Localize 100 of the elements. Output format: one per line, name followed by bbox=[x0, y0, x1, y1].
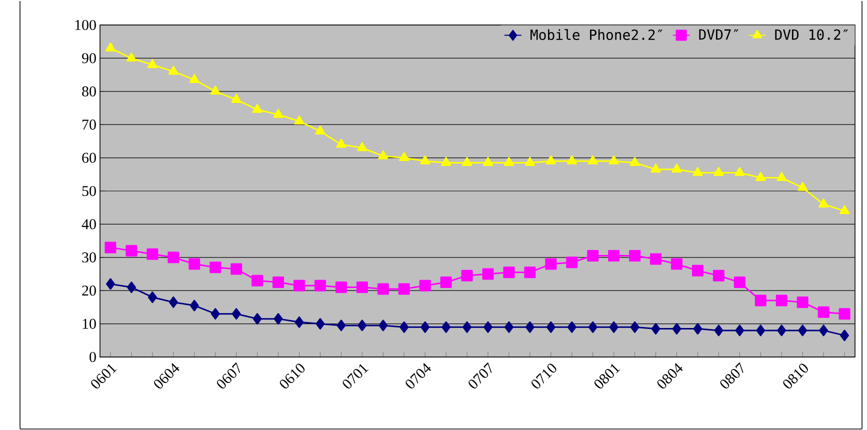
point bbox=[818, 198, 829, 208]
point bbox=[818, 306, 830, 318]
point bbox=[734, 276, 746, 288]
point bbox=[294, 116, 304, 125]
point bbox=[588, 321, 598, 333]
point bbox=[168, 252, 180, 264]
point bbox=[126, 52, 137, 62]
y-tick-label: 40 bbox=[82, 219, 96, 230]
point bbox=[168, 296, 178, 308]
point bbox=[798, 324, 808, 336]
point bbox=[608, 250, 620, 262]
point bbox=[776, 172, 787, 181]
point bbox=[754, 294, 766, 306]
point bbox=[398, 283, 410, 295]
point bbox=[126, 282, 136, 294]
point bbox=[650, 164, 661, 173]
point bbox=[798, 182, 808, 191]
point bbox=[734, 166, 745, 176]
point bbox=[546, 155, 556, 164]
point bbox=[400, 321, 409, 333]
point bbox=[672, 323, 682, 335]
point bbox=[190, 300, 199, 312]
y-tick-label: 20 bbox=[82, 286, 96, 296]
point bbox=[504, 321, 514, 333]
point bbox=[796, 296, 808, 308]
point bbox=[210, 262, 222, 274]
point bbox=[629, 250, 641, 262]
point bbox=[357, 142, 368, 152]
point bbox=[482, 268, 494, 280]
point bbox=[650, 253, 662, 265]
point bbox=[232, 308, 241, 320]
point bbox=[756, 172, 766, 181]
legend-label: DVD 10.2″ bbox=[775, 29, 848, 40]
point bbox=[630, 321, 640, 333]
point bbox=[210, 308, 220, 320]
point bbox=[420, 155, 430, 164]
point bbox=[756, 324, 766, 336]
point bbox=[545, 258, 557, 270]
point bbox=[588, 155, 598, 164]
point bbox=[315, 125, 326, 134]
point bbox=[483, 321, 492, 333]
point bbox=[252, 313, 262, 325]
point bbox=[358, 320, 367, 332]
y-tick-label: 100 bbox=[75, 20, 96, 30]
point bbox=[777, 324, 786, 336]
point bbox=[482, 157, 494, 166]
point bbox=[609, 321, 618, 333]
point bbox=[566, 155, 577, 164]
y-tick-label: 60 bbox=[82, 152, 96, 163]
point bbox=[566, 256, 578, 268]
point bbox=[442, 321, 451, 333]
y-tick-label: 70 bbox=[82, 120, 96, 130]
point bbox=[462, 321, 472, 333]
point bbox=[104, 242, 116, 254]
point bbox=[146, 248, 158, 260]
point bbox=[587, 250, 599, 262]
point bbox=[440, 276, 452, 288]
point bbox=[294, 316, 304, 328]
point bbox=[210, 86, 220, 95]
y-tick-label: 90 bbox=[82, 53, 96, 64]
point bbox=[440, 157, 452, 166]
point bbox=[189, 74, 200, 84]
point bbox=[230, 263, 242, 275]
point bbox=[105, 42, 116, 52]
point bbox=[692, 264, 704, 276]
point bbox=[714, 324, 724, 336]
x-tick-label: 0610 bbox=[280, 364, 305, 388]
point bbox=[252, 104, 262, 113]
point bbox=[608, 155, 619, 164]
point bbox=[670, 258, 682, 270]
point bbox=[126, 245, 138, 257]
point bbox=[651, 323, 660, 335]
point bbox=[630, 157, 640, 166]
y-tick-label: 50 bbox=[82, 186, 96, 196]
point bbox=[735, 324, 744, 336]
point bbox=[377, 283, 389, 295]
point bbox=[819, 324, 828, 336]
point bbox=[546, 321, 556, 333]
point bbox=[567, 321, 576, 333]
y-tick-label: 80 bbox=[82, 86, 96, 96]
point bbox=[106, 278, 115, 290]
point bbox=[712, 270, 724, 282]
x-tick-label: 0810 bbox=[783, 364, 808, 388]
point bbox=[273, 108, 284, 118]
point bbox=[776, 294, 788, 306]
point bbox=[419, 280, 431, 292]
point bbox=[462, 157, 472, 166]
point bbox=[839, 205, 850, 214]
point bbox=[148, 291, 157, 303]
point bbox=[692, 166, 703, 176]
point bbox=[838, 308, 850, 320]
point bbox=[378, 150, 388, 160]
y-tick-label: 0 bbox=[90, 352, 96, 362]
point bbox=[188, 258, 200, 270]
point bbox=[272, 276, 284, 288]
point bbox=[336, 320, 346, 332]
legend-label: DVD7″ bbox=[699, 29, 738, 40]
point bbox=[840, 330, 850, 342]
x-tick-label: 0701 bbox=[342, 364, 369, 388]
point bbox=[147, 59, 158, 68]
